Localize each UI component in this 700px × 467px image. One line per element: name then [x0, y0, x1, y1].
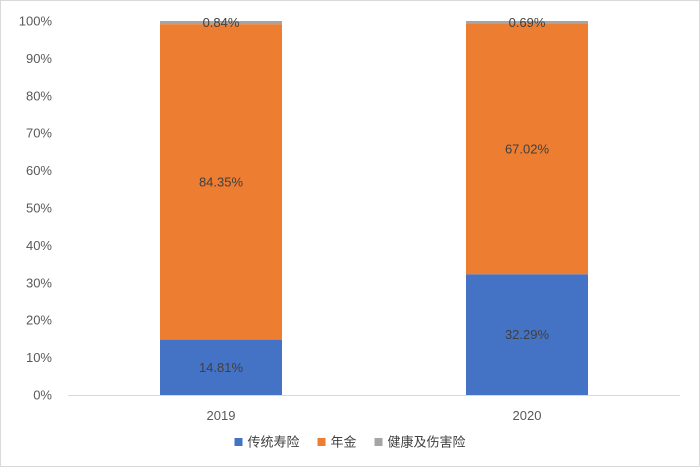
y-tick-label: 20% [26, 313, 52, 328]
y-tick-label: 100% [19, 14, 53, 29]
y-tick-label: 10% [26, 350, 52, 365]
data-label: 0.84% [203, 15, 240, 30]
x-axis: 2019 2020 [68, 395, 680, 423]
x-tick-label: 2019 [207, 408, 236, 423]
legend-label: 年金 [331, 435, 357, 450]
y-tick-label: 0% [33, 388, 52, 403]
data-label: 14.81% [199, 360, 244, 375]
data-label: 32.29% [505, 327, 550, 342]
y-tick-label: 80% [26, 88, 52, 103]
legend-swatch [374, 438, 383, 446]
x-tick-label: 2020 [513, 408, 542, 423]
bar-segment [160, 21, 282, 25]
legend-swatch [317, 438, 326, 446]
legend: 传统寿险 年金 健康及伤害险 [234, 435, 466, 450]
y-tick-label: 70% [26, 126, 52, 141]
legend-swatch [234, 438, 243, 446]
y-tick-label: 60% [26, 163, 52, 178]
y-tick-label: 90% [26, 51, 52, 66]
bar-segment [466, 21, 588, 24]
y-tick-label: 30% [26, 275, 52, 290]
bar-segment [160, 339, 282, 395]
bar-segment [466, 23, 588, 275]
data-label: 0.69% [509, 15, 546, 30]
y-tick-label: 40% [26, 238, 52, 253]
y-axis: 0% 10% 20% 30% 40% 50% 60% 70% 80% 90% 100% [19, 14, 53, 403]
data-labels: 14.81% 84.35% 0.84% 32.29% 67.02% 0.69% [199, 15, 550, 375]
legend-label: 健康及伤害险 [388, 435, 466, 450]
data-label: 84.35% [199, 174, 244, 189]
data-label: 67.02% [505, 141, 550, 156]
y-tick-label: 50% [26, 201, 52, 216]
legend-label: 传统寿险 [248, 435, 300, 450]
bar-segment [466, 274, 588, 395]
bar-segment [160, 24, 282, 340]
bars [160, 21, 588, 395]
